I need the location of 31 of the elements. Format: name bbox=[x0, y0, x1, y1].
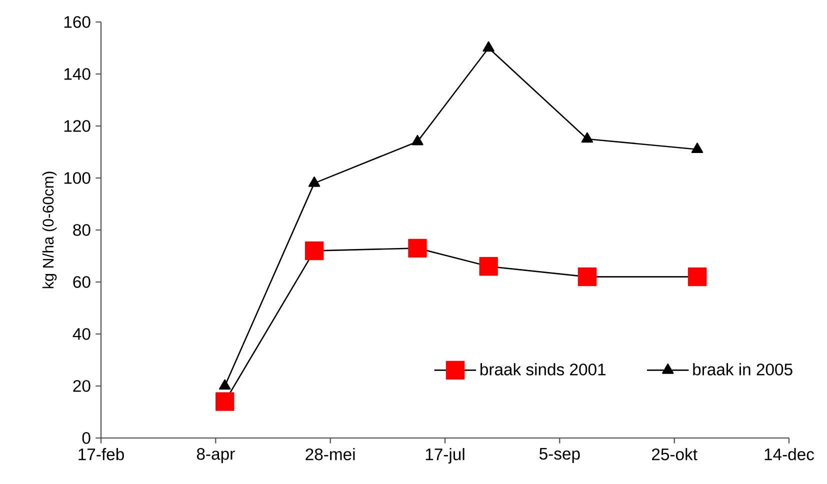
y-tick-label: 160 bbox=[64, 16, 90, 28]
x-tick-label: 17-feb bbox=[78, 448, 124, 460]
y-tick-label: 60 bbox=[73, 276, 90, 288]
x-tick-label: 25-okt bbox=[652, 448, 698, 460]
x-tick-label: 5-sep bbox=[539, 448, 580, 463]
point bbox=[304, 241, 324, 260]
legend-label: braak in 2005 bbox=[693, 363, 792, 376]
point bbox=[308, 176, 320, 187]
point bbox=[482, 41, 494, 52]
x-tick-label: 17-jul bbox=[426, 448, 464, 464]
point bbox=[408, 238, 427, 258]
y-tick-label: 120 bbox=[64, 120, 90, 132]
y-axis-title: kg N/ha (0-60cm) bbox=[42, 172, 57, 288]
x-tick-label: 14-dec bbox=[764, 448, 814, 460]
legend-label: braak sinds 2001 bbox=[480, 363, 606, 376]
y-tick-label: 80 bbox=[73, 224, 90, 236]
y-tick-label: 20 bbox=[73, 380, 90, 392]
point bbox=[581, 132, 594, 143]
y-tick-label: 140 bbox=[64, 68, 90, 80]
x-tick-label: 28-mei bbox=[306, 448, 355, 460]
point bbox=[688, 267, 707, 286]
point bbox=[216, 392, 234, 411]
y-tick-label: 100 bbox=[64, 172, 90, 184]
point bbox=[691, 142, 704, 154]
point bbox=[412, 134, 424, 146]
point bbox=[479, 257, 498, 276]
point bbox=[578, 267, 597, 286]
y-tick-label: 40 bbox=[72, 328, 90, 340]
y-tick-label: 0 bbox=[82, 432, 90, 444]
point bbox=[218, 379, 231, 390]
x-tick-label: 8-apr bbox=[196, 448, 235, 464]
